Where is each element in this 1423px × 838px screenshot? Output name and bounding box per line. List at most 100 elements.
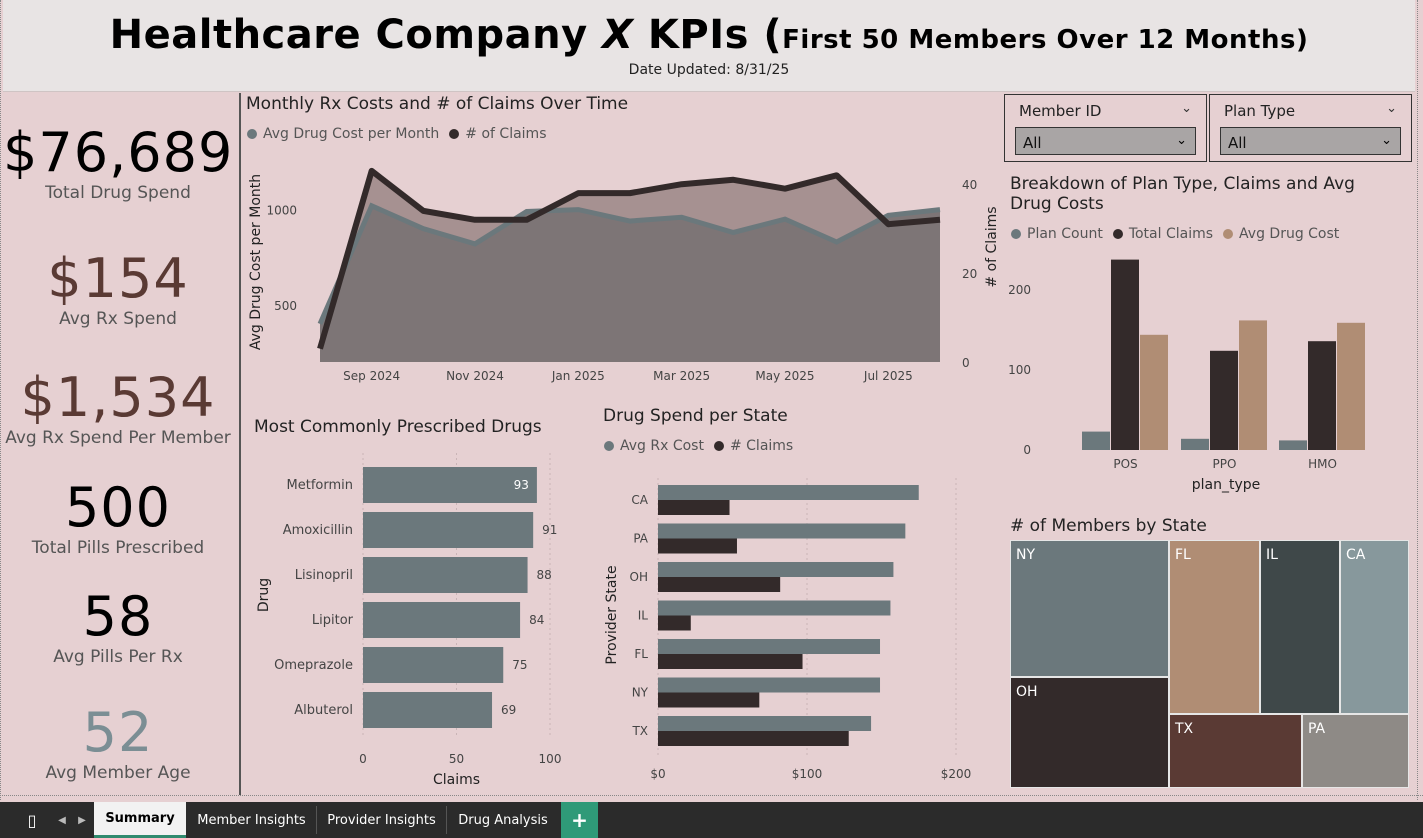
plan-bar [1181, 439, 1209, 450]
kpi-value: 58 [3, 587, 233, 647]
category-label: PPO [1213, 457, 1237, 471]
y-tick-label: 200 [1008, 283, 1031, 297]
plan-type-slicer[interactable]: Plan Type ⌄ All ⌄ [1209, 94, 1412, 162]
category-label: HMO [1308, 457, 1337, 471]
tab-separator [446, 806, 447, 834]
chevron-down-icon: ⌄ [1381, 133, 1392, 148]
next-page-icon[interactable]: ▶ [74, 802, 90, 838]
tab-summary[interactable]: Summary [94, 802, 186, 838]
chart-title-members-by-state: # of Members by State [1010, 516, 1207, 536]
canvas-border-left [0, 0, 1, 800]
treemap-cell-oh[interactable]: OH [1010, 677, 1169, 788]
y-axis-title: Avg Drug Cost per Month [248, 174, 264, 350]
add-page-button[interactable]: + [561, 802, 598, 838]
chevron-down-icon[interactable]: ⌄ [1181, 101, 1192, 116]
prev-page-icon[interactable]: ◀ [54, 802, 70, 838]
avg-rx-cost-bar [658, 678, 880, 693]
plan-type-dropdown[interactable]: All ⌄ [1220, 127, 1401, 155]
category-label: CA [631, 493, 648, 507]
category-label: POS [1113, 457, 1137, 471]
plan-bar [1111, 260, 1139, 450]
slicer-title: Member ID [1019, 102, 1101, 120]
report-header: Healthcare Company X KPIs (First 50 Memb… [3, 0, 1415, 92]
y-tick-label: 0 [1023, 443, 1031, 457]
treemap-label: NY [1016, 547, 1035, 563]
data-label: 91 [542, 523, 557, 537]
legend-label[interactable]: Plan Count [1027, 226, 1103, 242]
y-axis-title: Provider State [604, 565, 620, 664]
kpi-avg-pills-per-rx[interactable]: 58 Avg Pills Per Rx [3, 587, 233, 667]
mobile-layout-icon[interactable]: ▯ [18, 802, 46, 838]
tab-provider-insights[interactable]: Provider Insights [318, 802, 445, 838]
plan-bar [1308, 341, 1336, 450]
kpi-total-pills[interactable]: 500 Total Pills Prescribed [3, 478, 233, 558]
category-label: NY [632, 686, 649, 700]
plan-breakdown-bar-chart[interactable]: 0 100 200 POS PPO HMO plan_type [1005, 250, 1410, 500]
claims-bar [658, 577, 780, 592]
treemap-label: FL [1175, 547, 1191, 563]
tab-drug-analysis[interactable]: Drug Analysis [448, 802, 558, 838]
monthly-rx-area-chart[interactable]: 500 1000 0 20 40 Sep 2024 Nov 2024 Jan 2025 Mar … [240, 150, 1000, 395]
member-id-slicer[interactable]: Member ID ⌄ All ⌄ [1004, 94, 1207, 162]
legend-label[interactable]: Avg Drug Cost per Month [263, 126, 439, 142]
treemap-label: CA [1346, 547, 1365, 563]
category-label: Omeprazole [274, 658, 353, 673]
x-tick-label: 100 [539, 752, 562, 766]
drugs-bar-chart[interactable]: 0 50 100 Metformin 93 Amoxicillin 91 Lisinopril… [245, 445, 575, 793]
category-label: Metformin [287, 478, 353, 493]
canvas-border-bottom [0, 795, 1423, 796]
x-axis-title: Claims [433, 772, 480, 788]
chevron-down-icon: ⌄ [1176, 133, 1187, 148]
treemap-cell-ca[interactable]: CA [1340, 540, 1409, 714]
treemap-cell-pa[interactable]: PA [1302, 714, 1409, 788]
avg-rx-cost-bar [658, 524, 905, 539]
legend-label[interactable]: # Claims [730, 438, 793, 454]
plan-bar [1140, 335, 1168, 450]
drug-bar [363, 602, 520, 638]
x-tick-label: $100 [792, 767, 823, 781]
kpi-label: Avg Rx Spend Per Member [3, 428, 233, 448]
kpi-label: Avg Pills Per Rx [3, 647, 233, 667]
legend-label[interactable]: Avg Rx Cost [620, 438, 704, 454]
treemap-cell-il[interactable]: IL [1260, 540, 1340, 714]
member-id-dropdown[interactable]: All ⌄ [1015, 127, 1196, 155]
category-label: Lisinopril [295, 568, 353, 583]
kpi-avg-member-age[interactable]: 52 Avg Member Age [3, 703, 233, 783]
plan-bar [1082, 432, 1110, 450]
canvas-border-right [1417, 0, 1418, 800]
kpi-label: Total Pills Prescribed [3, 538, 233, 558]
x-axis-title: plan_type [1192, 477, 1261, 493]
legend-label[interactable]: Avg Drug Cost [1239, 226, 1339, 242]
legend-label[interactable]: # of Claims [465, 126, 546, 142]
state-spend-bar-chart[interactable]: $0 $100 $200 CA PA OH IL FL NY TX Provider State [598, 470, 998, 790]
members-by-state-treemap[interactable]: NY OH FL IL CA TX PA [1010, 540, 1409, 788]
tab-member-insights[interactable]: Member Insights [188, 802, 315, 838]
category-label: PA [633, 532, 648, 546]
x-tick-label: Jul 2025 [863, 369, 913, 383]
treemap-cell-ny[interactable]: NY [1010, 540, 1169, 677]
x-tick-label: 50 [449, 752, 464, 766]
claims-bar [658, 693, 759, 708]
data-label: 69 [501, 703, 516, 717]
treemap-label: PA [1308, 721, 1325, 737]
kpi-avg-rx-spend-per-member[interactable]: $1,534 Avg Rx Spend Per Member [3, 368, 233, 448]
x-tick-label: Nov 2024 [446, 369, 504, 383]
legend-label[interactable]: Total Claims [1129, 226, 1213, 242]
data-label: 75 [512, 658, 527, 672]
tab-separator [316, 806, 317, 834]
category-label: Lipitor [312, 613, 354, 628]
y2-tick-label: 0 [962, 356, 970, 370]
date-updated: Date Updated: 8/31/25 [3, 62, 1415, 78]
x-tick-label: Mar 2025 [653, 369, 710, 383]
treemap-cell-fl[interactable]: FL [1169, 540, 1260, 714]
kpi-total-drug-spend[interactable]: $76,689 Total Drug Spend [3, 123, 233, 203]
legend-dot-plan-count [1011, 229, 1021, 239]
claims-bar [658, 500, 730, 515]
kpi-avg-rx-spend[interactable]: $154 Avg Rx Spend [3, 249, 233, 329]
chevron-down-icon[interactable]: ⌄ [1386, 101, 1397, 116]
legend-dot-avg-drug-cost [1223, 229, 1233, 239]
plan-bar [1210, 351, 1238, 450]
chart-title-plan-breakdown: Breakdown of Plan Type, Claims and Avg D… [1010, 174, 1400, 214]
treemap-cell-tx[interactable]: TX [1169, 714, 1302, 788]
claims-bar [658, 654, 803, 669]
